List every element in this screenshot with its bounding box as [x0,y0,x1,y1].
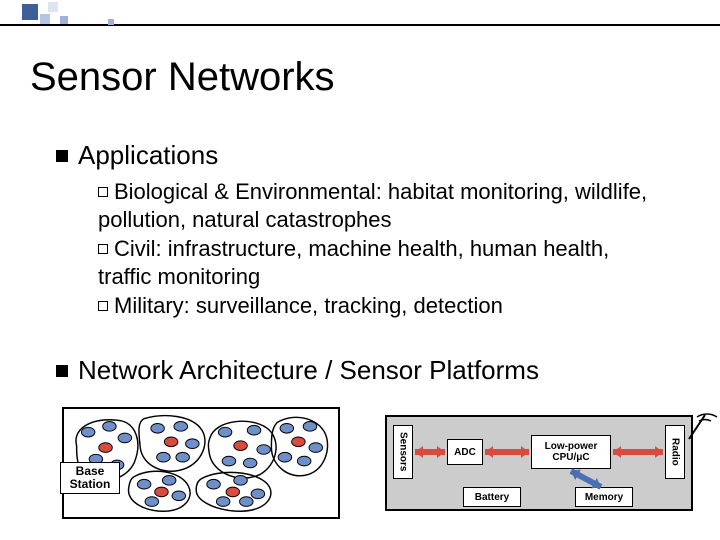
sub-item-text: Biological & Environmental: habitat moni… [98,179,647,232]
header-decoration [0,0,720,30]
sub-item: Civil: infrastructure, machine health, h… [98,235,658,290]
platform-arrows [387,417,691,509]
platform-diagram: Sensors ADC Low-power CPU/μC Radio Batte… [385,415,693,511]
sub-item: Biological & Environmental: habitat moni… [98,178,658,233]
deco-square [60,16,68,24]
hollow-square-icon [98,244,108,254]
bullet-applications: Applications [56,140,218,171]
bullet-marker-icon [56,365,68,377]
deco-square [40,14,50,24]
applications-sublist: Biological & Environmental: habitat moni… [98,178,658,322]
bullet-marker-icon [56,150,68,162]
bullet-architecture: Network Architecture / Sensor Platforms [56,355,539,386]
bullet-heading: Applications [78,140,218,171]
deco-square [22,4,38,20]
slide-title: Sensor Networks [30,55,335,100]
base-station-label: Base Station [60,462,120,494]
sub-item: Military: surveillance, tracking, detect… [98,292,658,320]
deco-square [48,2,58,12]
antenna-icon [685,413,719,443]
hollow-square-icon [98,301,108,311]
sub-item-text: Civil: infrastructure, machine health, h… [98,236,609,289]
sub-item-text: Military: surveillance, tracking, detect… [114,293,503,318]
hollow-square-icon [98,187,108,197]
deco-square [108,19,114,25]
bullet-heading: Network Architecture / Sensor Platforms [78,355,539,386]
